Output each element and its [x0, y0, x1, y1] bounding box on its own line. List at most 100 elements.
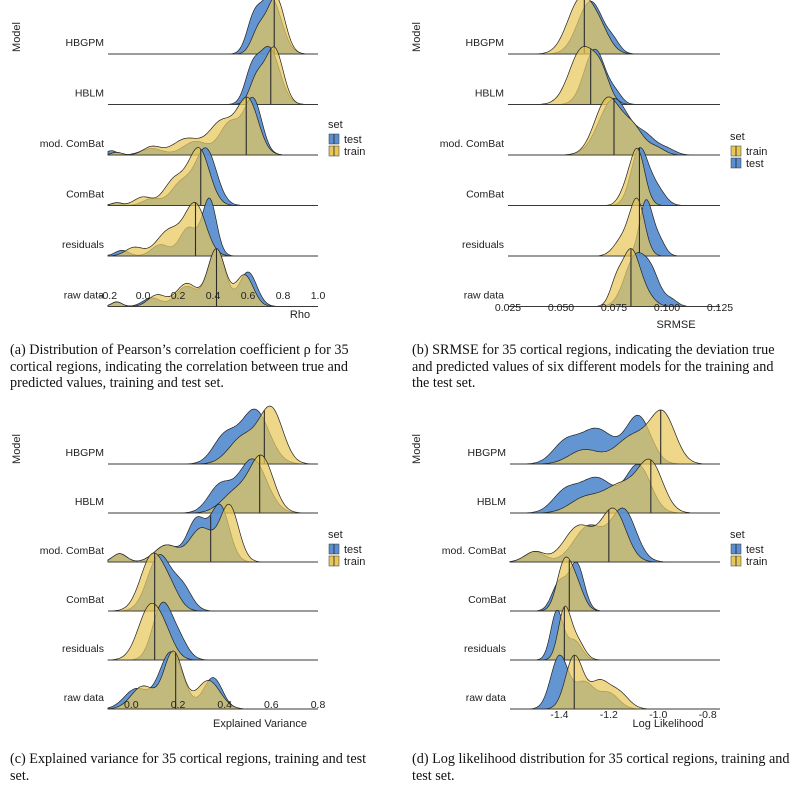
ridge-hblm: HBLM — [75, 46, 318, 105]
x-tick-label: 0.8 — [276, 290, 291, 302]
density-train — [510, 556, 720, 612]
density-train — [508, 147, 720, 206]
legend-label-train: train — [746, 146, 767, 158]
model-label: HBLM — [475, 88, 504, 100]
model-label: HBGPM — [65, 447, 104, 459]
ridge-combat: ComBat — [66, 147, 318, 206]
legend-label-test: test — [746, 544, 764, 556]
ridge-hblm: HBLM — [75, 454, 318, 514]
y-axis-title: Model — [411, 434, 423, 464]
x-tick-label: 1.0 — [311, 290, 326, 302]
model-label: mod. ComBat — [440, 138, 504, 150]
model-label: ComBat — [66, 189, 104, 201]
y-axis-title: Model — [11, 22, 23, 52]
legend-title: set — [328, 529, 343, 541]
legend-label-train: train — [344, 556, 365, 568]
density-train — [108, 0, 318, 55]
model-label: residuals — [464, 643, 506, 655]
model-label: residuals — [462, 239, 504, 251]
model-label: HBLM — [75, 496, 104, 508]
x-tick-label: 0.100 — [654, 302, 680, 314]
x-tick-label: -0.2 — [99, 290, 117, 302]
density-test — [510, 609, 720, 661]
density-train — [107, 602, 318, 661]
legend-label-test: test — [344, 134, 362, 146]
x-tick-label: 0.6 — [264, 699, 279, 711]
x-tick-label: 0.125 — [707, 302, 733, 314]
x-axis-title: Rho — [290, 309, 310, 321]
chart-panel-c: Model HBGPM HBLM mod. ComBat ComBat residuals… — [11, 405, 365, 730]
x-axis-title: SRMSE — [656, 319, 695, 331]
legend-label-train: train — [746, 556, 767, 568]
model-label: HBLM — [477, 496, 506, 508]
density-train — [510, 605, 720, 661]
model-label: mod. ComBat — [40, 138, 104, 150]
model-label: ComBat — [468, 594, 506, 606]
model-label: raw data — [464, 290, 504, 302]
ridge-mod-combat: mod. ComBat — [40, 503, 318, 563]
x-tick-label: 0.4 — [206, 290, 221, 302]
ridge-hbgpm: HBGPM — [465, 0, 720, 55]
ridge-combat: ComBat — [66, 552, 318, 612]
model-label: raw data — [64, 290, 104, 302]
x-tick-label: 0.4 — [217, 699, 232, 711]
x-tick-label: -1.4 — [550, 709, 568, 721]
legend-title: set — [730, 131, 745, 143]
density-train — [508, 46, 720, 105]
caption-c: (c) Explained variance for 35 cortical r… — [10, 751, 367, 784]
x-tick-label: 0.050 — [548, 302, 574, 314]
density-train — [510, 458, 720, 514]
ridge-raw-data: raw data — [466, 654, 720, 710]
x-tick-label: 0.6 — [241, 290, 256, 302]
density-train — [107, 96, 318, 156]
model-label: residuals — [62, 643, 104, 655]
density-test — [510, 561, 720, 612]
density-train — [510, 654, 720, 710]
density-train — [508, 248, 720, 307]
density-test — [108, 458, 318, 514]
ridge-raw-data: raw data — [64, 248, 318, 307]
x-axis-title: Log Likelihood — [633, 718, 704, 730]
model-label: HBGPM — [465, 37, 504, 49]
model-label: ComBat — [466, 189, 504, 201]
ridge-residuals: residuals — [462, 197, 720, 257]
model-label: mod. ComBat — [40, 545, 104, 557]
ridge-residuals: residuals — [62, 197, 318, 257]
y-axis-title: Model — [11, 434, 23, 464]
density-train — [108, 46, 318, 105]
ridge-combat: ComBat — [468, 556, 720, 612]
model-label: raw data — [64, 692, 104, 704]
x-tick-label: 0.8 — [311, 699, 326, 711]
ridge-hbgpm: HBGPM — [65, 405, 318, 465]
ridge-hblm: HBLM — [475, 46, 720, 105]
x-tick-label: -0.8 — [699, 709, 717, 721]
x-tick-label: 0.025 — [495, 302, 521, 314]
model-label: HBGPM — [467, 447, 506, 459]
density-train — [510, 409, 720, 465]
x-tick-label: 0.2 — [171, 699, 186, 711]
model-label: residuals — [62, 239, 104, 251]
x-tick-label: 0.0 — [136, 290, 151, 302]
ridge-hbgpm: HBGPM — [467, 409, 720, 465]
x-tick-label: -1.2 — [600, 709, 618, 721]
caption-b: (b) SRMSE for 35 cortical regions, indic… — [412, 342, 775, 391]
ridge-combat: ComBat — [466, 147, 720, 206]
x-tick-label: 0.2 — [171, 290, 186, 302]
model-label: HBLM — [75, 88, 104, 100]
ridge-mod-combat: mod. ComBat — [442, 507, 720, 563]
x-axis-title: Explained Variance — [213, 718, 307, 730]
x-tick-label: 0.075 — [601, 302, 627, 314]
ridge-residuals: residuals — [62, 601, 318, 661]
legend-title: set — [328, 119, 343, 131]
chart-panel-b: Model HBGPM HBLM mod. ComBat ComBat residuals… — [411, 0, 767, 331]
caption-a: (a) Distribution of Pearson’s correlatio… — [10, 342, 349, 391]
density-test — [508, 147, 720, 206]
legend-title: set — [730, 529, 745, 541]
ridge-hblm: HBLM — [477, 458, 720, 514]
x-tick-label: 0.0 — [124, 699, 139, 711]
density-train — [508, 197, 720, 257]
y-axis-title: Model — [411, 22, 423, 52]
